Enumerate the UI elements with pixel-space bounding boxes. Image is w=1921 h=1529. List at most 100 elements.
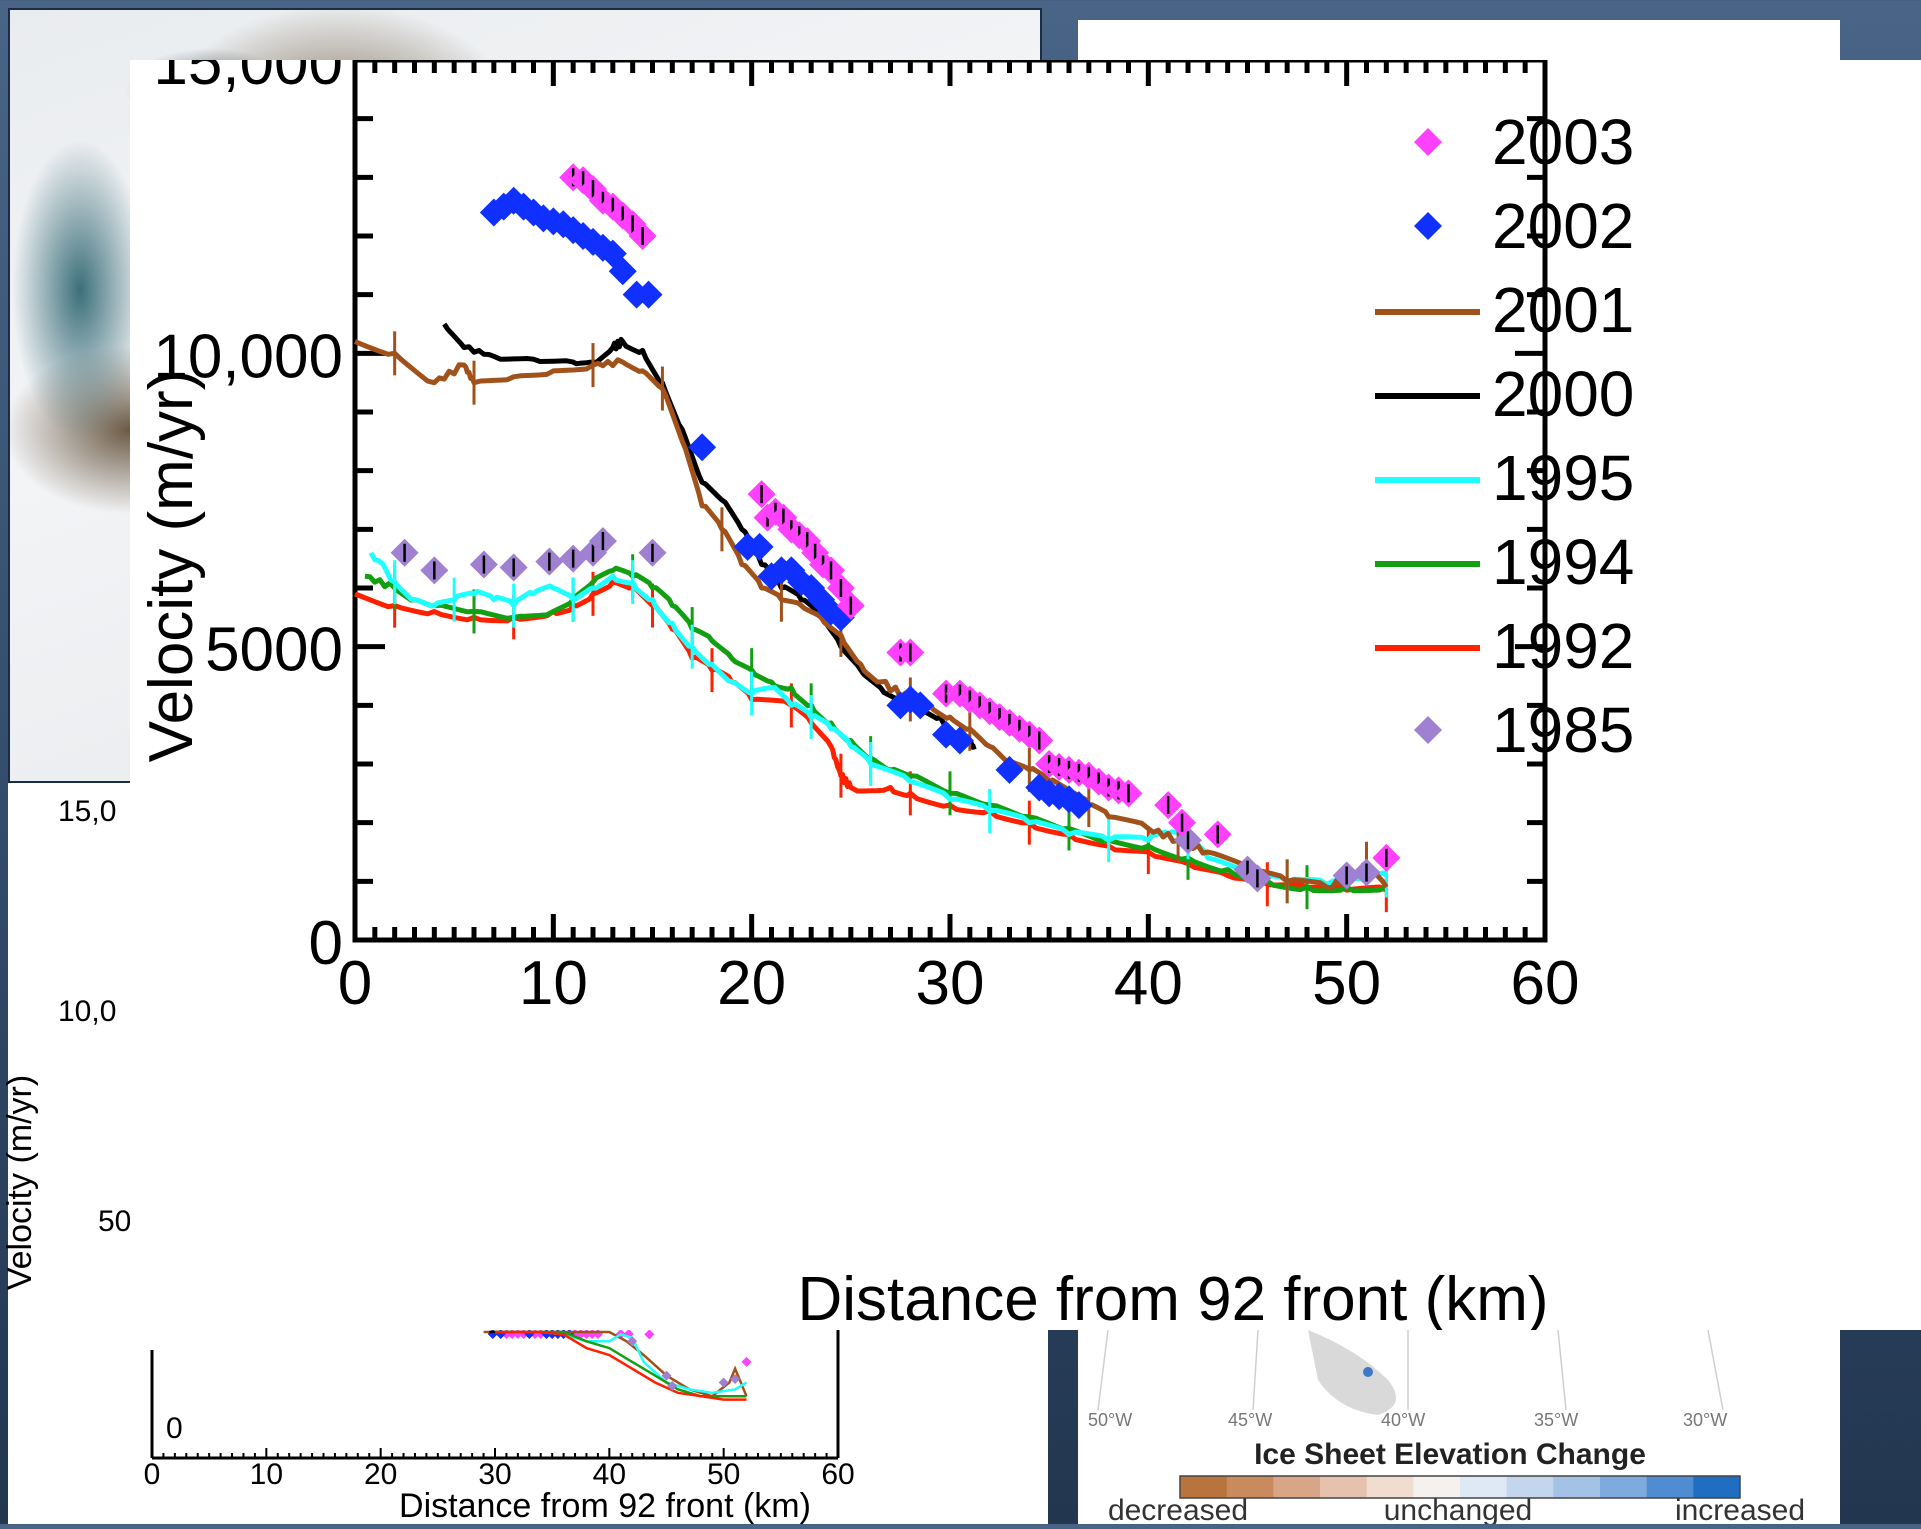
background-ylabel: Velocity (m/yr) bbox=[1, 1074, 40, 1291]
x-tick-label: 50 bbox=[1312, 949, 1381, 1018]
lon-label-30w: 30°W bbox=[1683, 1410, 1727, 1430]
legend-label-1995: 1995 bbox=[1492, 442, 1634, 514]
legend-item-2001: 2001 bbox=[1375, 274, 1634, 346]
colorbar-swatch bbox=[1553, 1476, 1601, 1498]
colorbar-swatch bbox=[1413, 1476, 1461, 1498]
tick-labels: 0 10 20 30 40 50 60 0 5000 10,000 15,000 bbox=[153, 29, 1580, 1018]
colorbar-swatch bbox=[1460, 1476, 1508, 1498]
legend-item-1995: 1995 bbox=[1375, 442, 1634, 514]
series-line-2000 bbox=[442, 322, 977, 750]
series-layer bbox=[354, 163, 1401, 913]
background-small-chart: 0 0 10 20 30 40 50 60 Distance from 92 front (… bbox=[130, 1329, 1048, 1525]
legend-label-2003: 2003 bbox=[1492, 106, 1634, 178]
small-series-1994 bbox=[495, 1330, 747, 1398]
legend-label-2001: 2001 bbox=[1492, 274, 1634, 346]
y-tick-label: 5000 bbox=[205, 616, 343, 685]
small-point-1985 bbox=[718, 1377, 729, 1388]
point-2002 bbox=[906, 691, 935, 720]
series-line-2001 bbox=[354, 339, 1389, 891]
legend-label-2002: 2002 bbox=[1492, 190, 1634, 262]
point-2002 bbox=[634, 280, 663, 309]
background-ytick-5000: 50 bbox=[98, 1205, 132, 1238]
legend-label-1985: 1985 bbox=[1492, 694, 1634, 766]
legend-item-1994: 1994 bbox=[1375, 526, 1634, 598]
point-2002 bbox=[995, 755, 1024, 784]
legend-swatch-1985 bbox=[1414, 716, 1442, 744]
series-line-1995 bbox=[368, 551, 1388, 887]
lon-label-45w: 45°W bbox=[1228, 1410, 1272, 1430]
colorbar-swatch bbox=[1646, 1476, 1694, 1498]
point-2002 bbox=[509, 192, 538, 221]
point-2002 bbox=[777, 556, 806, 585]
x-tick-label: 30 bbox=[916, 949, 985, 1018]
point-2002 bbox=[745, 532, 774, 561]
small-point-1985 bbox=[667, 1380, 678, 1391]
x-tick-label: 0 bbox=[338, 949, 372, 1018]
legend-swatch-2002 bbox=[1414, 212, 1442, 240]
y-tick-label: 10,000 bbox=[153, 322, 343, 391]
colorbar-swatch bbox=[1320, 1476, 1368, 1498]
map-legend-decreased: decreased bbox=[1108, 1494, 1248, 1524]
colorbar-swatch bbox=[1600, 1476, 1648, 1498]
small-x-tick-label: 50 bbox=[707, 1458, 740, 1491]
small-point-1985 bbox=[730, 1374, 741, 1385]
series-2000 bbox=[442, 322, 977, 750]
x-tick-label: 40 bbox=[1114, 949, 1183, 1018]
background-small-chart-svg: 0 0 10 20 30 40 50 60 Distance from 92 front (… bbox=[144, 1329, 855, 1525]
lon-label-40w: 40°W bbox=[1381, 1410, 1425, 1430]
background-ytick-15000: 15,0 bbox=[58, 795, 117, 828]
x-tick-label: 60 bbox=[1511, 949, 1580, 1018]
point-2002 bbox=[945, 726, 974, 755]
colorbar-swatch bbox=[1226, 1476, 1274, 1498]
legend-item-2003: 2003 bbox=[1414, 106, 1634, 178]
map-legend-increased: increased bbox=[1675, 1494, 1805, 1524]
small-x-tick-label: 0 bbox=[144, 1458, 161, 1491]
legend-label-2000: 2000 bbox=[1492, 358, 1634, 430]
greenland-silhouette bbox=[1308, 1330, 1396, 1415]
series-1994 bbox=[364, 554, 1388, 910]
small-point-2003 bbox=[741, 1356, 752, 1367]
series-1985 bbox=[390, 527, 1381, 893]
background-chart-left-strip: 15,0 10,0 50 Velocity (m/yr) bbox=[1, 783, 132, 1524]
point-2002 bbox=[569, 222, 598, 250]
colorbar-swatch bbox=[1693, 1476, 1741, 1498]
colorbar-border bbox=[1179, 1475, 1741, 1499]
y-tick-label: 15,000 bbox=[153, 60, 343, 98]
colorbar-swatch bbox=[1180, 1476, 1228, 1498]
small-x-tick-label: 40 bbox=[593, 1458, 626, 1491]
series-line-1994 bbox=[364, 565, 1388, 894]
x-axis-label: Distance from 92 front (km) bbox=[797, 1265, 1548, 1330]
small-point-1985 bbox=[661, 1370, 672, 1381]
legend-item-1992: 1992 bbox=[1375, 610, 1634, 682]
x-tick-label: 20 bbox=[717, 949, 786, 1018]
small-x-tick-label: 30 bbox=[478, 1458, 511, 1491]
x-tick-label: 10 bbox=[519, 949, 588, 1018]
background-small-ytick-0: 0 bbox=[166, 1412, 183, 1445]
small-x-tick-label: 10 bbox=[250, 1458, 283, 1491]
map-graticule: 50°W 45°W 40°W 35°W 30°W Ice Sheet Eleva… bbox=[1088, 1329, 1805, 1524]
axis-ticks bbox=[352, 57, 1548, 943]
point-2002 bbox=[1064, 791, 1093, 820]
series-2003 bbox=[559, 163, 1401, 872]
background-ytick-10000: 10,0 bbox=[58, 995, 117, 1028]
legend-swatch-2003 bbox=[1414, 128, 1442, 156]
colorbar-swatch bbox=[1506, 1476, 1554, 1498]
colorbar-swatch bbox=[1273, 1476, 1321, 1498]
series-1995 bbox=[368, 551, 1388, 904]
lon-label-35w: 35°W bbox=[1534, 1410, 1578, 1430]
y-axis-label: Velocity (m/yr) bbox=[137, 370, 206, 763]
map-colorbar bbox=[1179, 1475, 1741, 1499]
map-legend-title: Ice Sheet Elevation Change bbox=[1254, 1438, 1646, 1471]
series-line-1992 bbox=[354, 579, 1388, 893]
velocity-chart-svg: 0 10 20 30 40 50 60 0 5000 10,000 15,000 Distance … bbox=[137, 29, 1634, 1334]
small-x-tick-label: 20 bbox=[364, 1458, 397, 1491]
legend: 2003 2002 2001 2000 1995 1994 1992 1985 bbox=[1375, 106, 1634, 766]
map-legend-unchanged: unchanged bbox=[1384, 1494, 1532, 1524]
colorbar-swatch bbox=[1366, 1476, 1414, 1498]
small-series-2001 bbox=[483, 1330, 748, 1398]
point-2002 bbox=[608, 257, 637, 286]
small-x-tick-label: 60 bbox=[821, 1458, 854, 1491]
lon-label-50w: 50°W bbox=[1088, 1410, 1132, 1430]
small-series-1992 bbox=[495, 1330, 747, 1401]
small-point-2003 bbox=[644, 1329, 655, 1340]
